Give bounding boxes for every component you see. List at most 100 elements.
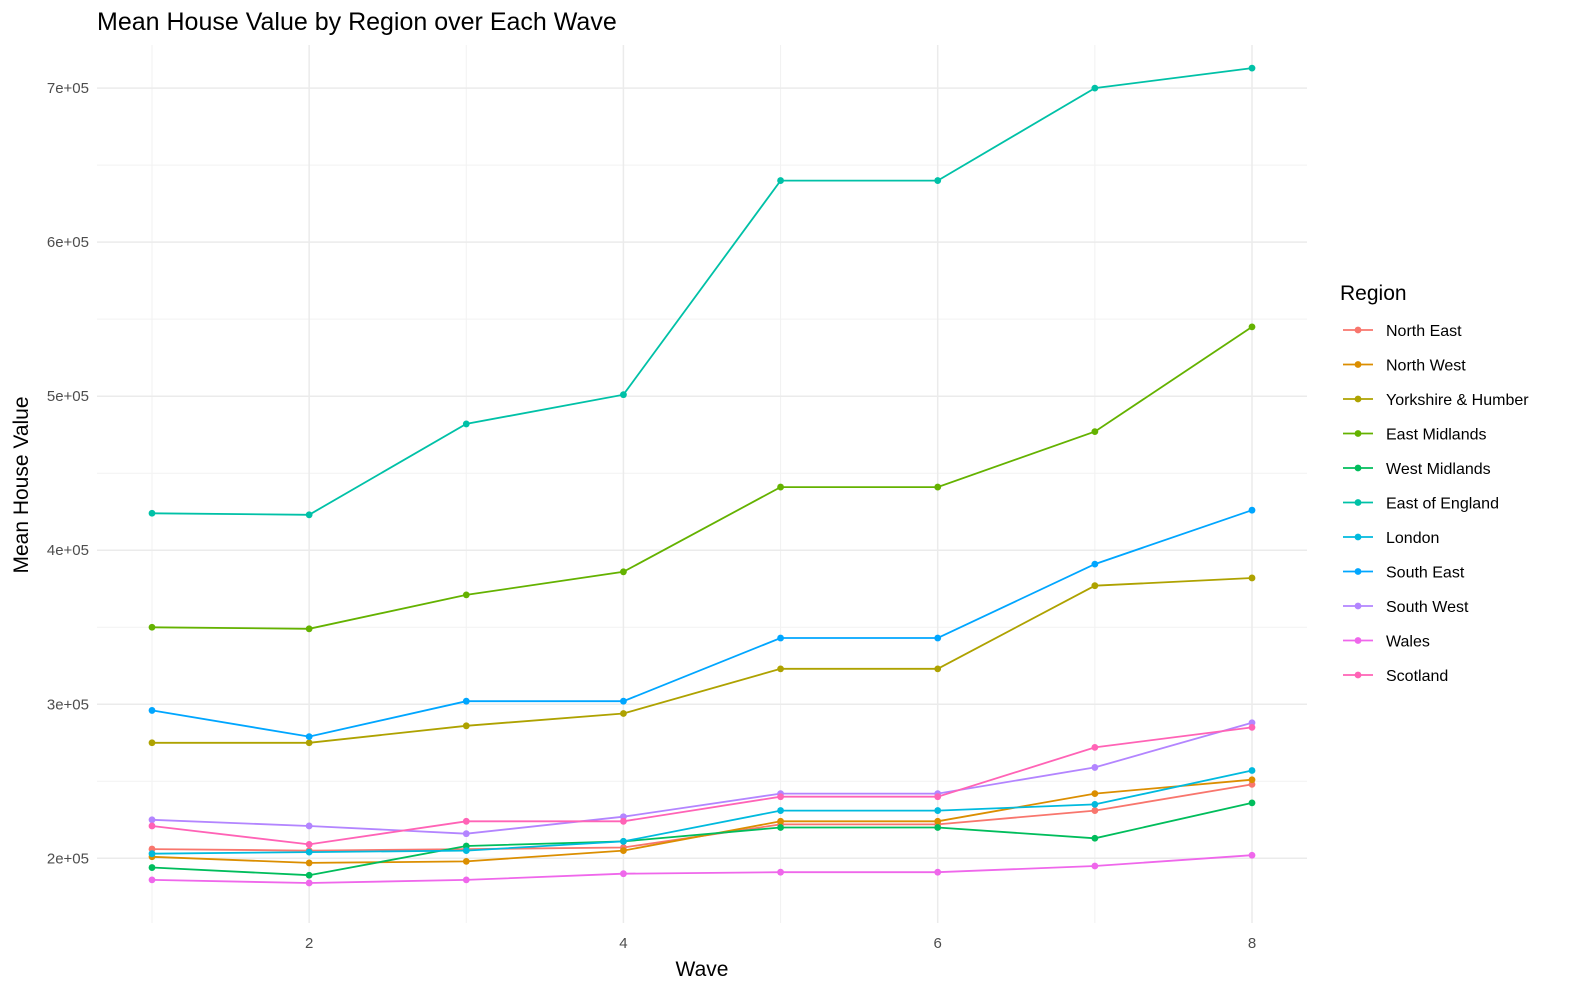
data-point-east-of-england [934,177,942,184]
data-point-south-west [148,816,156,824]
legend-items: North East North West Yorkshire & Humber Ea… [1343,323,1529,685]
data-point-east-of-england [148,509,156,517]
data-point-north-east [1091,807,1099,814]
series-line-east-midlands [151,326,1253,630]
legend-item-scotland: Scotland [1343,668,1448,685]
data-point-west-midlands [305,871,313,879]
data-point-east-of-england [1091,84,1099,92]
legend-label: North East [1386,323,1462,340]
data-point-west-midlands [777,824,784,831]
data-point-london [620,837,627,845]
data-point-scotland [777,793,784,801]
data-point-london [934,807,942,814]
tick-labels: 2 4 6 8 2e+05 3e+05 4e+05 5e+05 6e+05 7e+05 [47,80,1256,952]
series-west-midlands [148,799,1256,879]
series-line-north-west [151,778,1253,864]
data-point-wales [777,868,784,876]
data-point-london [777,807,784,814]
legend-label: South West [1386,599,1469,616]
data-point-east-of-england [305,511,313,519]
legend-key-point [1354,602,1362,610]
data-point-east-of-england [620,391,627,399]
legend-key-point [1354,671,1362,679]
legend-label: Scotland [1386,668,1448,685]
data-point-west-midlands [148,864,156,871]
data-point-east-midlands [148,623,156,631]
series-line-east-of-england [151,67,1253,516]
data-point-west-midlands [1091,834,1099,842]
legend-key-point [1354,499,1362,506]
data-point-yorkshire-humber [934,665,942,673]
legend-key-point [1354,464,1362,472]
legend-item-london: London [1343,530,1439,547]
series-line-yorkshire-humber [152,577,1253,744]
legend-key-point [1354,395,1362,403]
data-point-south-east [148,707,156,714]
data-point-scotland [305,841,313,848]
data-point-west-midlands [934,824,942,831]
y-axis-title: Mean House Value [10,396,33,573]
data-point-north-west [1091,790,1099,798]
data-point-scotland [1091,744,1099,751]
x-axis-title: Wave [676,958,729,981]
legend-label: West Midlands [1386,461,1491,478]
x-tick-label: 2 [305,935,313,952]
legend-key-point [1354,361,1362,368]
x-tick-label: 8 [1248,935,1256,952]
series-scotland [148,723,1256,848]
series-line-south-east [151,509,1253,738]
data-point-east-midlands [1091,428,1099,436]
data-point-east-midlands [620,568,627,576]
series-east-of-england [148,64,1256,519]
legend-label: London [1386,530,1439,547]
series-london [148,767,1256,858]
legend-item-wales: Wales [1343,634,1430,651]
data-point-north-west [1248,776,1256,784]
data-point-north-west [305,859,313,867]
data-point-yorkshire-humber [1091,582,1099,590]
series-south-east [148,506,1256,741]
legend-key-point [1354,326,1362,334]
data-point-east-of-england [777,177,784,184]
data-point-south-west [462,830,470,838]
series-line-west-midlands [151,802,1253,877]
x-tick-label: 4 [619,935,627,952]
series-south-west [148,719,1256,838]
legend-item-south-west: South West [1343,599,1469,616]
data-point-south-east [777,634,784,642]
legend-label: East Midlands [1386,427,1487,444]
data-point-wales [305,879,313,887]
data-point-east-of-england [1248,64,1256,72]
legend-item-east-midlands: East Midlands [1343,427,1487,444]
data-point-yorkshire-humber [462,722,470,730]
legend-item-west-midlands: West Midlands [1343,461,1491,478]
legend-label: South East [1386,565,1465,582]
legend-label: Yorkshire & Humber [1386,392,1529,409]
data-point-east-midlands [934,483,942,491]
legend-item-south-east: South East [1343,565,1465,582]
data-point-south-east [934,634,942,642]
series-yorkshire-humber [148,574,1256,747]
data-point-wales [1248,851,1256,859]
legend-key-point [1354,568,1362,575]
legend-key-point [1354,533,1362,541]
data-point-yorkshire-humber [148,739,156,747]
legend-item-yorkshire-humber: Yorkshire & Humber [1343,392,1529,409]
series-line-london [151,769,1253,855]
data-point-east-midlands [1248,323,1256,331]
series-wales [148,851,1256,887]
legend-item-north-west: North West [1343,358,1466,375]
data-point-london [462,847,470,855]
data-point-london [148,850,156,858]
series-east-midlands [148,323,1256,633]
data-point-wales [934,868,942,876]
data-point-scotland [934,793,942,801]
data-point-wales [620,870,627,878]
data-point-west-midlands [1248,799,1256,807]
data-point-south-east [462,697,470,705]
data-point-scotland [620,817,627,825]
series-line-wales [151,854,1253,884]
legend-title: Region [1340,282,1407,305]
legend-item-east-of-england: East of England [1343,496,1499,513]
